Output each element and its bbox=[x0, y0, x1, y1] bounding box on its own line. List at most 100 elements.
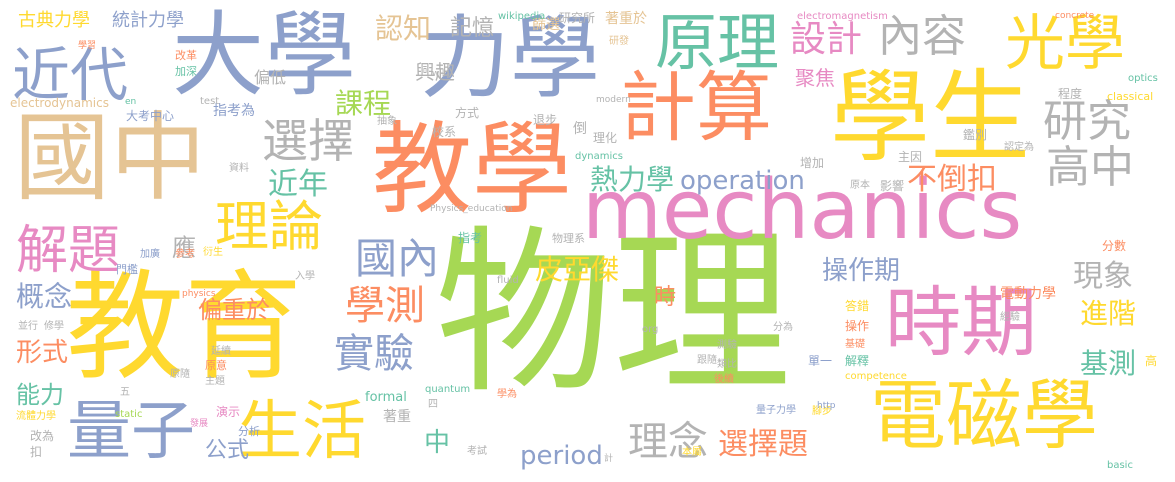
word: 高中 bbox=[1046, 142, 1134, 193]
word: 公式 bbox=[205, 438, 250, 463]
word: 原本 bbox=[850, 180, 870, 191]
word: 國內 bbox=[355, 234, 440, 283]
word: 並行 bbox=[18, 321, 38, 332]
word: 操作 bbox=[845, 319, 870, 333]
word: 皮亞傑 bbox=[535, 253, 620, 286]
word: 近代 bbox=[12, 41, 129, 109]
word: 基礎 bbox=[845, 339, 865, 350]
word: 教育 bbox=[66, 258, 303, 396]
word: 近年 bbox=[268, 167, 328, 202]
word: 加深 bbox=[175, 65, 197, 78]
word: 力學 bbox=[420, 6, 600, 111]
word: 應 bbox=[172, 234, 196, 262]
word: 答錯 bbox=[845, 299, 870, 313]
word: 主題 bbox=[205, 376, 225, 387]
word: 理化 bbox=[593, 131, 618, 145]
word: concrete bbox=[1055, 11, 1095, 21]
word: 不倒扣 bbox=[907, 162, 997, 197]
word: 篩選 bbox=[532, 17, 560, 33]
word: Physics_education bbox=[430, 204, 513, 214]
word: 延續 bbox=[211, 346, 231, 357]
word: 主因 bbox=[898, 150, 923, 164]
word: competence bbox=[845, 371, 907, 382]
word: basic bbox=[1107, 460, 1133, 471]
word: 古典力學 bbox=[18, 10, 90, 31]
word: 生活 bbox=[238, 395, 366, 469]
word: formal bbox=[365, 390, 407, 405]
word: modern bbox=[596, 95, 631, 105]
word: en bbox=[125, 97, 137, 107]
word: 偏低 bbox=[254, 68, 287, 87]
word: classical bbox=[1107, 90, 1154, 103]
word: 分析 bbox=[238, 425, 260, 438]
word: 基測 bbox=[1080, 347, 1137, 380]
word: 光學 bbox=[1005, 9, 1125, 79]
word: 倒 bbox=[573, 121, 587, 137]
word: 流體力學 bbox=[16, 411, 56, 422]
word: 測驗 bbox=[717, 340, 737, 351]
word: 進階 bbox=[1080, 297, 1137, 330]
word: mechanics bbox=[582, 163, 1023, 258]
word: 衍生 bbox=[203, 247, 223, 258]
word: 現象 bbox=[1073, 259, 1133, 294]
word: 內容 bbox=[878, 11, 966, 62]
word: 演示 bbox=[216, 405, 241, 419]
word: 量子力學 bbox=[756, 405, 796, 416]
word: 改為 bbox=[30, 429, 55, 443]
word: 扣 bbox=[30, 445, 43, 459]
word: 研究所 bbox=[559, 11, 596, 25]
word: 經驗 bbox=[1000, 312, 1020, 323]
word: 能力 bbox=[16, 381, 64, 409]
word: 單一 bbox=[808, 354, 833, 368]
word: 解題 bbox=[16, 221, 121, 281]
word: 設計 bbox=[790, 19, 863, 60]
word: 大考中心 bbox=[126, 109, 175, 123]
word: 計算 bbox=[620, 63, 772, 152]
word: 四 bbox=[428, 399, 438, 410]
word: 大學 bbox=[172, 2, 357, 109]
word: test bbox=[200, 96, 220, 107]
word: static bbox=[115, 409, 143, 420]
word: 門檻 bbox=[116, 263, 138, 276]
word: operation bbox=[680, 166, 805, 196]
word: 學測 bbox=[345, 283, 425, 329]
word: 高 bbox=[1145, 354, 1158, 368]
word: 原隨 bbox=[170, 369, 190, 380]
word: 類比 bbox=[717, 359, 737, 370]
word: 改革 bbox=[175, 49, 197, 62]
word: 物理系 bbox=[552, 232, 585, 245]
word: 統計力學 bbox=[112, 10, 184, 31]
word: 跟隨 bbox=[697, 355, 717, 366]
word: 選擇 bbox=[262, 114, 354, 168]
word: wikipedia bbox=[498, 11, 546, 22]
word: electrodynamics bbox=[10, 96, 109, 110]
word: 形式 bbox=[16, 338, 69, 368]
word: 偏重於 bbox=[198, 296, 270, 324]
word: 國中 bbox=[14, 102, 206, 214]
word: 學生 bbox=[830, 59, 1030, 176]
word: 腳步 bbox=[812, 406, 832, 417]
word: dynamics bbox=[575, 151, 623, 162]
word: 熱力學 bbox=[590, 163, 675, 196]
word: fluid bbox=[497, 275, 519, 286]
word: 興趣 bbox=[415, 60, 455, 84]
word: org bbox=[642, 324, 659, 335]
word: 理念 bbox=[628, 419, 708, 465]
word: 中 bbox=[424, 428, 451, 458]
word: 學為 bbox=[497, 389, 517, 400]
word: 教學 bbox=[372, 111, 572, 228]
word: 認定為 bbox=[1004, 142, 1034, 153]
word: 原意 bbox=[205, 359, 227, 372]
word: 概念 bbox=[16, 280, 73, 313]
word: 著重於 bbox=[605, 11, 647, 27]
word: 時期 bbox=[885, 278, 1037, 367]
word: 抽象 bbox=[377, 116, 397, 127]
word: 指考為 bbox=[213, 103, 255, 119]
word: 影響 bbox=[880, 179, 905, 193]
word: 五 bbox=[120, 387, 130, 398]
word: 著重 bbox=[383, 409, 411, 425]
word: 課程 bbox=[335, 87, 392, 120]
word: 增加 bbox=[800, 156, 825, 170]
word: 時 bbox=[654, 285, 677, 310]
word: 發展 bbox=[190, 419, 209, 429]
